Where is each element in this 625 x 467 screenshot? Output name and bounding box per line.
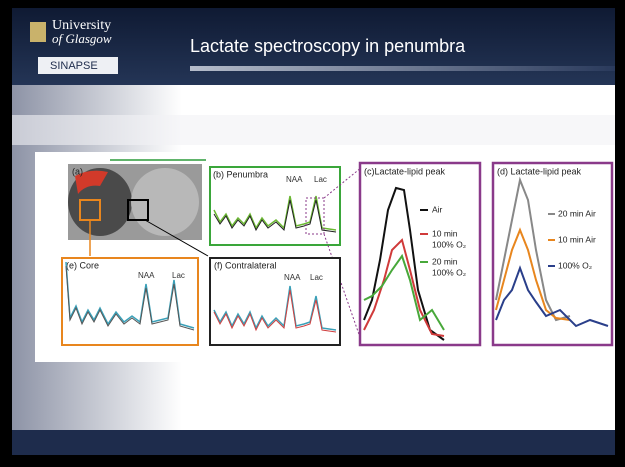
title-rule bbox=[190, 66, 615, 71]
peak-label: NAA bbox=[138, 271, 155, 280]
peak-label: NAA bbox=[286, 175, 303, 184]
peak-label: Lac bbox=[172, 271, 185, 280]
logo-text: of Glasgow bbox=[52, 31, 112, 46]
legend-label: 10 min Air bbox=[558, 234, 596, 244]
panel-label: (f) Contralateral bbox=[214, 260, 277, 270]
panel-label: (e) Core bbox=[66, 260, 99, 270]
logo-crest bbox=[30, 22, 46, 42]
panel-label: (a) bbox=[72, 166, 83, 176]
slide-title: Lactate spectroscopy in penumbra bbox=[190, 36, 466, 56]
panel-label: (d) Lactate-lipid peak bbox=[497, 166, 582, 176]
legend-label: 10 min bbox=[432, 228, 458, 238]
brain-hemisphere bbox=[131, 168, 199, 236]
slide: University of Glasgow SINAPSE Lactate sp… bbox=[0, 0, 625, 462]
legend-label: 100% O₂ bbox=[558, 260, 592, 270]
legend-label: 20 min Air bbox=[558, 208, 596, 218]
footer-bar bbox=[12, 430, 615, 455]
peak-label: NAA bbox=[284, 273, 301, 282]
legend-label: 100% O₂ bbox=[432, 239, 466, 249]
panel-f bbox=[210, 258, 340, 345]
legend-label: 20 min bbox=[432, 256, 458, 266]
band bbox=[12, 115, 615, 145]
page: {"header": {"logo": {"line1": "Universit… bbox=[0, 0, 625, 462]
panel-label: (c)Lactate-lipid peak bbox=[364, 166, 446, 176]
panel-label: (b) Penumbra bbox=[213, 169, 268, 179]
legend-label: 100% O₂ bbox=[432, 267, 466, 277]
legend-label: Air bbox=[432, 204, 443, 214]
peak-label: Lac bbox=[310, 273, 323, 282]
peak-label: Lac bbox=[314, 175, 327, 184]
sinapse-text: SINAPSE bbox=[50, 60, 98, 72]
